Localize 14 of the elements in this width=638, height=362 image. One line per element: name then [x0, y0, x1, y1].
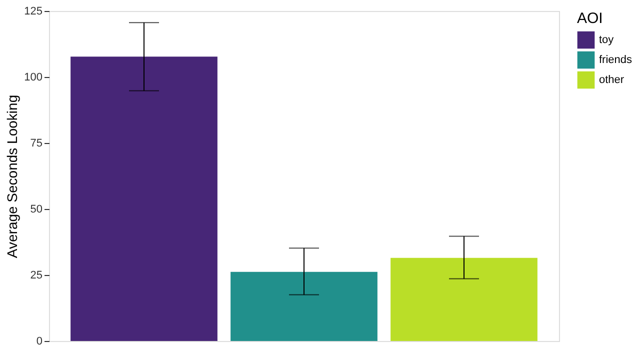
bar — [70, 56, 218, 341]
y-tick-label: 25 — [30, 270, 42, 282]
y-tick-label: 0 — [36, 336, 42, 348]
y-tick-label: 50 — [30, 204, 42, 216]
y-axis-title: Average Seconds Looking — [4, 94, 20, 258]
y-tick-label: 125 — [24, 6, 42, 18]
bar — [230, 272, 378, 341]
legend-title: AOI — [577, 10, 603, 27]
y-tick-label: 100 — [24, 72, 42, 84]
legend-label: toy — [599, 34, 614, 46]
legend-label: other — [599, 74, 624, 86]
y-tick-label: 75 — [30, 138, 42, 150]
bar — [390, 258, 538, 341]
legend-label: friends — [599, 54, 633, 66]
